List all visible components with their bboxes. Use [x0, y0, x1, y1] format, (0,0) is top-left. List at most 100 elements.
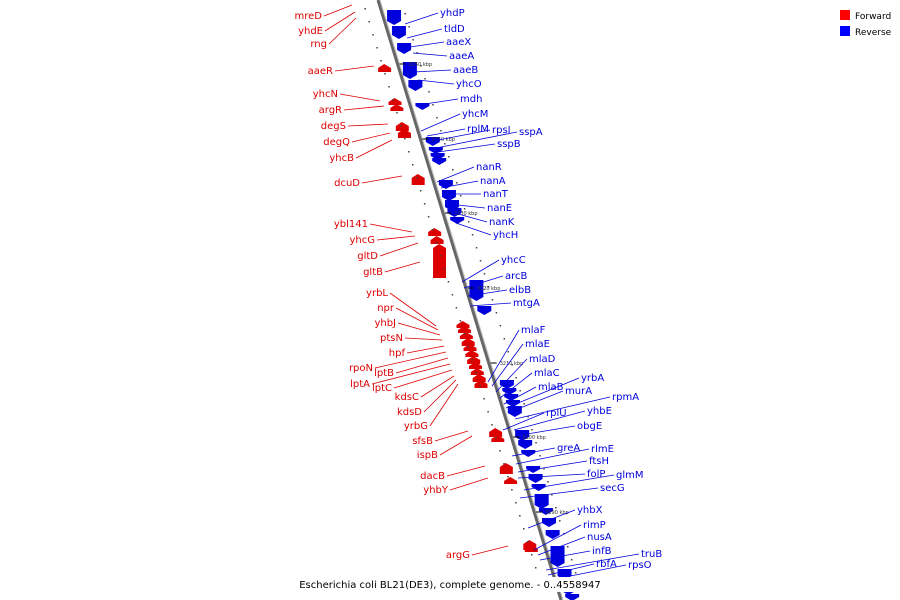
axis-marker	[412, 164, 414, 166]
axis-marker	[507, 351, 510, 353]
axis-marker	[448, 156, 450, 158]
forward-gene-arrow	[397, 129, 411, 138]
axis-marker	[527, 416, 529, 418]
forward-gene-arrow	[395, 122, 409, 131]
gene-label-yhcm: yhcM	[462, 109, 488, 120]
label-leader-line	[502, 412, 545, 431]
axis-marker	[459, 320, 462, 322]
label-leader-line	[517, 460, 588, 473]
axis-marker	[527, 541, 529, 543]
label-leader-line	[463, 275, 504, 289]
axis-marker	[404, 13, 406, 15]
axis-marker	[495, 437, 497, 439]
axis-marker	[534, 567, 537, 569]
axis-marker	[543, 468, 545, 470]
axis-marker	[515, 377, 517, 379]
forward-gene-arrow	[472, 374, 486, 382]
reverse-gene-arrow	[430, 153, 445, 160]
axis-marker	[570, 559, 573, 561]
axis-marker	[447, 281, 450, 283]
label-leader-line	[361, 175, 403, 184]
axis-marker	[423, 203, 426, 205]
axis-marker	[523, 528, 525, 530]
axis-marker	[384, 73, 386, 75]
label-leader-line	[434, 430, 469, 442]
axis-marker	[455, 182, 458, 184]
forward-gene-arrow	[463, 344, 477, 351]
label-leader-line	[517, 473, 586, 479]
gene-label-infb: infB	[592, 546, 612, 557]
forward-gene-arrow	[390, 104, 404, 111]
reverse-gene-arrow	[499, 380, 514, 389]
axis-marker	[539, 455, 541, 457]
label-leader-line	[347, 123, 389, 127]
gene-label-nusa: nusA	[587, 532, 612, 543]
label-leader-line	[389, 292, 437, 327]
reverse-gene-arrow	[425, 137, 440, 146]
gene-label-nane: nanE	[487, 203, 512, 214]
label-leader-line	[450, 211, 488, 223]
axis-marker	[503, 463, 505, 465]
label-leader-line	[437, 143, 496, 153]
axis-marker	[388, 86, 390, 88]
forward-gene-arrow	[504, 477, 518, 484]
label-leader-line	[503, 386, 537, 405]
legend-reverse-swatch	[840, 26, 850, 36]
gene-label-rplu: rplU	[546, 408, 567, 419]
label-leader-line	[513, 410, 586, 431]
forward-gene-arrow	[458, 326, 472, 333]
gene-label-aaer: aaeR	[308, 66, 333, 77]
scale-tick-label: 3240 kbp	[431, 137, 455, 143]
scale-tick-label: 3250 kbp	[409, 62, 433, 68]
reverse-gene-arrow	[565, 594, 580, 600]
genome-caption: Escherichia coli BL21(DE3), complete gen…	[299, 580, 601, 591]
forward-gene-arrow	[456, 321, 470, 328]
label-leader-line	[440, 180, 479, 189]
axis-marker	[574, 572, 577, 574]
axis-marker	[420, 65, 422, 67]
label-leader-line	[384, 261, 421, 273]
axis-marker	[432, 104, 434, 106]
label-leader-line	[406, 345, 445, 354]
gene-label-yrba: yrbA	[581, 373, 604, 384]
axis-marker	[415, 177, 418, 179]
gene-label-yhco: yhcO	[456, 79, 482, 90]
gene-label-yhch: yhcH	[493, 230, 518, 241]
reverse-gene-arrow	[507, 406, 522, 417]
label-leader-line	[515, 448, 590, 465]
gene-label-aaeb: aaeB	[453, 65, 478, 76]
axis-marker	[408, 26, 410, 28]
label-leader-line	[393, 369, 453, 389]
reverse-gene-arrow	[387, 10, 402, 25]
gene-label-ispb: ispB	[417, 450, 438, 461]
gene-label-rlme: rlmE	[591, 444, 614, 455]
axis-marker	[396, 112, 398, 114]
axis-marker	[404, 138, 406, 140]
label-leader-line	[404, 12, 439, 25]
forward-gene-arrow	[461, 338, 475, 346]
legend-forward-label: Forward	[855, 12, 891, 22]
label-leader-line	[509, 390, 564, 413]
gene-label-yhcn: yhcN	[313, 89, 338, 100]
reverse-gene-arrow	[518, 440, 533, 449]
label-leader-line	[429, 383, 459, 427]
reverse-gene-arrow	[397, 43, 412, 54]
axis-marker	[503, 338, 506, 340]
label-leader-line	[413, 69, 452, 73]
axis-marker	[459, 195, 462, 197]
axis-marker	[511, 364, 513, 366]
gene-label-ftsh: ftsH	[589, 456, 609, 467]
axis-marker	[491, 424, 493, 426]
axis-marker	[419, 190, 422, 192]
legend-reverse-label: Reverse	[855, 28, 892, 38]
gene-label-nank: nanK	[489, 217, 515, 228]
axis-marker	[567, 546, 569, 548]
gene-label-mura: murA	[565, 386, 592, 397]
legend-forward-swatch	[840, 10, 850, 20]
axis-marker	[483, 398, 485, 400]
label-leader-line	[417, 79, 455, 85]
label-leader-line	[449, 477, 489, 491]
forward-gene-arrow	[470, 368, 484, 375]
axis-marker	[551, 494, 553, 496]
axis-marker	[443, 268, 446, 270]
